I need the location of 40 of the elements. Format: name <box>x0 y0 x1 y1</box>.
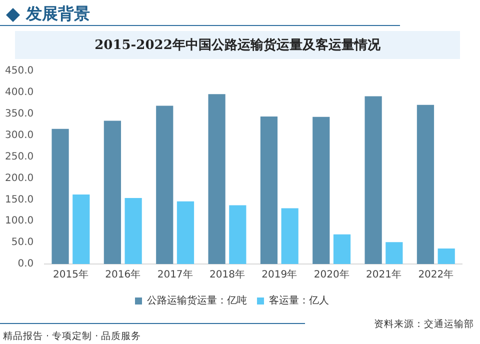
x-tick-label: 2022年 <box>418 268 454 281</box>
bar <box>260 116 278 264</box>
bar <box>72 194 90 264</box>
x-tick-label: 2019年 <box>262 268 298 281</box>
text: 资料来源：交通运输部 <box>374 318 474 331</box>
text: 精品报告 · 专项定制 · 品质服务 <box>3 330 142 343</box>
y-tick-label: 50.0 <box>11 237 34 248</box>
bar <box>386 242 403 264</box>
bar <box>156 106 174 264</box>
bar <box>364 96 382 264</box>
bar <box>416 104 434 264</box>
y-tick-label: 250.0 <box>4 151 34 162</box>
bar <box>176 201 194 264</box>
y-tick-label: 350.0 <box>4 108 34 120</box>
legend-label: 公路运输货运量：亿吨 <box>147 294 247 307</box>
legend-label: 客运量：亿人 <box>269 294 329 307</box>
y-tick-label: 100.0 <box>4 216 34 227</box>
bar <box>438 248 455 264</box>
bar <box>104 120 122 264</box>
bar <box>229 205 246 264</box>
bar <box>124 198 142 264</box>
x-tick-label: 2016年 <box>105 268 141 281</box>
chart-title: 2015-2022年中国公路运输货运量及客运量情况 <box>94 36 380 54</box>
bar <box>281 208 298 264</box>
y-tick-label: 400.0 <box>4 87 34 98</box>
bar <box>52 128 69 264</box>
x-tick-label: 2021年 <box>366 268 402 281</box>
y-tick-label: 150.0 <box>4 194 34 206</box>
y-tick-label: 0.0 <box>18 258 34 270</box>
chart-subtitle: 发展背景 <box>26 4 90 25</box>
bar <box>208 94 226 264</box>
bar <box>333 234 351 264</box>
x-tick-label: 2018年 <box>210 268 245 281</box>
x-tick-label: 2017年 <box>157 268 193 281</box>
x-tick-label: 2020年 <box>314 268 350 281</box>
x-tick-label: 2015年 <box>52 268 88 281</box>
y-tick-label: 450.0 <box>4 66 34 77</box>
y-tick-label: 200.0 <box>4 172 34 184</box>
bar <box>312 116 330 264</box>
y-tick-label: 300.0 <box>4 130 34 141</box>
